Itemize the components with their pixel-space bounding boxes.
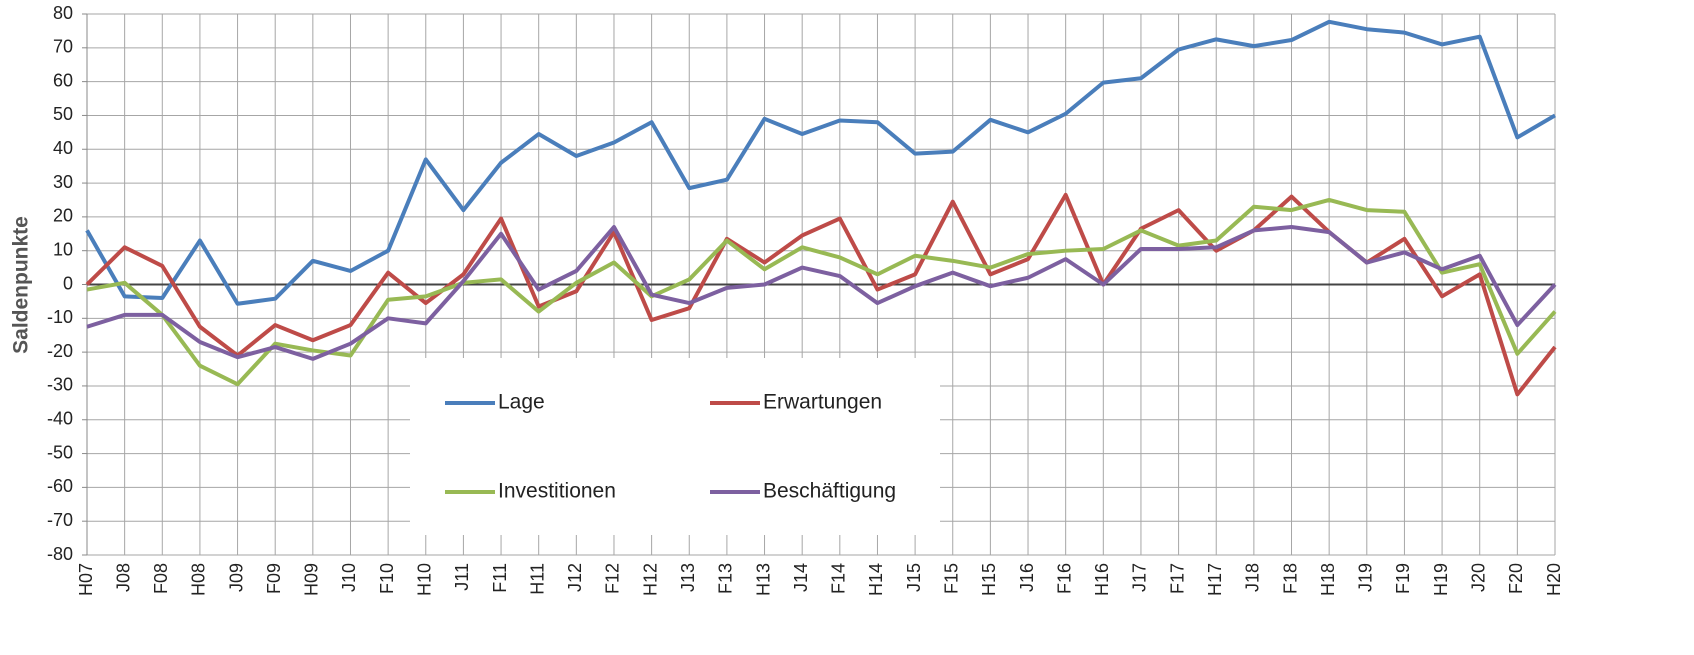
y-axis-label: Saldenpunkte bbox=[10, 216, 33, 354]
x-tick-label: F10 bbox=[377, 563, 397, 594]
x-tick-label: F12 bbox=[603, 563, 623, 594]
x-tick-label: F15 bbox=[941, 563, 961, 594]
x-tick-label: J09 bbox=[226, 563, 246, 592]
series-line bbox=[85, 19, 1557, 306]
x-tick-label: J08 bbox=[113, 563, 133, 592]
y-tick-label: -80 bbox=[47, 544, 73, 564]
legend-label: Lage bbox=[498, 391, 545, 414]
y-tick-label: 50 bbox=[53, 104, 73, 124]
x-tick-label: H19 bbox=[1431, 563, 1451, 596]
x-tick-label: F09 bbox=[264, 563, 284, 594]
y-tick-label: 60 bbox=[53, 70, 73, 90]
legend-label: Investitionen bbox=[498, 480, 616, 503]
x-tick-label: F17 bbox=[1167, 563, 1187, 594]
y-tick-label: -10 bbox=[47, 307, 73, 327]
x-tick-label: F18 bbox=[1280, 563, 1300, 594]
y-tick-label: -40 bbox=[47, 409, 73, 429]
y-tick-label: -60 bbox=[47, 476, 73, 496]
x-tick-label: J14 bbox=[791, 563, 811, 592]
x-tick-label: J13 bbox=[678, 563, 698, 592]
y-tick-label: -20 bbox=[47, 341, 73, 361]
y-tick-label: -30 bbox=[47, 375, 73, 395]
y-tick-label: 20 bbox=[53, 206, 73, 226]
x-tick-label: H12 bbox=[640, 563, 660, 596]
y-tick-label: 80 bbox=[53, 3, 73, 23]
y-tick-label: -70 bbox=[47, 510, 73, 530]
legend-label: Beschäftigung bbox=[763, 480, 896, 503]
legend-label: Erwartungen bbox=[763, 391, 882, 414]
x-tick-label: F20 bbox=[1506, 563, 1526, 594]
x-tick-label: J20 bbox=[1468, 563, 1488, 592]
x-tick-label: J10 bbox=[339, 563, 359, 592]
y-tick-label: -50 bbox=[47, 442, 73, 462]
x-tick-label: F19 bbox=[1393, 563, 1413, 594]
x-tick-label: H18 bbox=[1318, 563, 1338, 596]
x-tick-label: F14 bbox=[829, 563, 849, 594]
x-tick-label: H10 bbox=[415, 563, 435, 596]
x-tick-label: J12 bbox=[565, 563, 585, 592]
x-tick-label: H16 bbox=[1092, 563, 1112, 596]
x-tick-label: H13 bbox=[753, 563, 773, 596]
y-tick-label: 40 bbox=[53, 138, 73, 158]
y-tick-label: 10 bbox=[53, 239, 73, 259]
x-tick-label: H17 bbox=[1205, 563, 1225, 596]
x-tick-label: J15 bbox=[904, 563, 924, 592]
y-tick-label: 30 bbox=[53, 172, 73, 192]
x-tick-label: J19 bbox=[1356, 563, 1376, 592]
x-tick-label: J18 bbox=[1243, 563, 1263, 592]
x-tick-label: H20 bbox=[1544, 563, 1564, 596]
series-line bbox=[85, 192, 1557, 397]
x-tick-label: F11 bbox=[490, 563, 510, 593]
x-tick-label: F13 bbox=[716, 563, 736, 594]
x-tick-label: H15 bbox=[979, 563, 999, 596]
legend-box bbox=[410, 358, 940, 535]
x-tick-label: J11 bbox=[452, 563, 472, 591]
x-tick-label: H09 bbox=[302, 563, 322, 596]
x-tick-label: F16 bbox=[1054, 563, 1074, 594]
y-tick-label: 0 bbox=[63, 273, 73, 293]
x-tick-label: H14 bbox=[866, 563, 886, 596]
x-tick-label: H08 bbox=[189, 563, 209, 596]
x-tick-label: J16 bbox=[1017, 563, 1037, 592]
y-tick-label: 70 bbox=[53, 37, 73, 57]
x-tick-label: H07 bbox=[76, 563, 96, 596]
series-line bbox=[86, 225, 1557, 361]
x-tick-label: J17 bbox=[1130, 563, 1150, 592]
x-tick-label: H11 bbox=[527, 563, 547, 595]
x-tick-label: F08 bbox=[151, 563, 171, 594]
